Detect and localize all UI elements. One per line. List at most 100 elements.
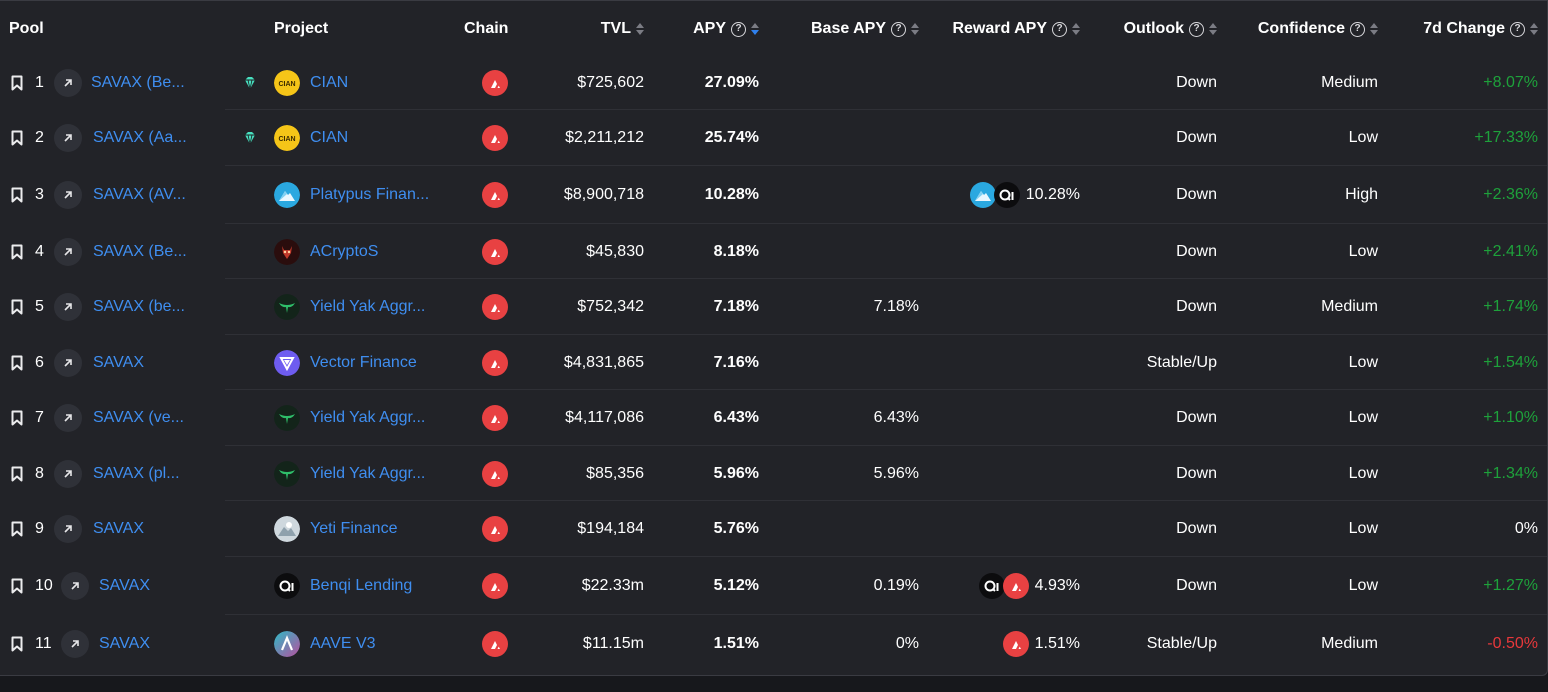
- project-link[interactable]: ACryptoS: [310, 242, 379, 260]
- pool-link[interactable]: SAVAX (Be...: [91, 73, 185, 91]
- pool-link[interactable]: SAVAX (AV...: [93, 186, 186, 203]
- avalanche-chain-icon: [482, 335, 508, 390]
- header-confidence[interactable]: Confidence?: [1258, 1, 1378, 57]
- external-link-icon[interactable]: [61, 615, 89, 673]
- reward-apy-value: 1.51%: [1034, 635, 1080, 652]
- help-icon[interactable]: ?: [1350, 21, 1365, 37]
- table-row[interactable]: 7 SAVAX (ve... Yield Yak Aggr... $4,117,086…: [0, 390, 1547, 446]
- project-link[interactable]: CIAN: [310, 129, 349, 146]
- avalanche-chain-icon: [482, 166, 508, 224]
- header-base-apy[interactable]: Base APY?: [811, 1, 919, 57]
- header-apy[interactable]: APY?: [693, 1, 759, 57]
- bookmark-icon[interactable]: [11, 224, 23, 279]
- avalanche-chain-icon: [482, 224, 508, 279]
- project-link[interactable]: AAVE V3: [310, 635, 376, 652]
- sort-icon[interactable]: [1072, 23, 1080, 35]
- pool-link[interactable]: SAVAX: [99, 635, 150, 652]
- external-link-icon[interactable]: [54, 110, 82, 166]
- external-link-icon[interactable]: [54, 390, 82, 446]
- project-cell[interactable]: CIAN CIAN: [274, 110, 348, 166]
- pool-link[interactable]: SAVAX: [93, 353, 144, 371]
- aave-logo: [274, 631, 300, 657]
- table-row[interactable]: 10 SAVAX Benqi Lending $22.33m 5.12% 0.19% 4.9…: [0, 557, 1547, 615]
- avalanche-chain-icon: [482, 390, 508, 446]
- sort-icon[interactable]: [751, 23, 759, 35]
- pool-link[interactable]: SAVAX: [93, 520, 144, 537]
- project-cell[interactable]: CIAN CIAN: [274, 55, 348, 110]
- table-row[interactable]: 6 SAVAX Vector Finance $4,831,865 7.16% Stabl…: [0, 335, 1547, 390]
- table-row[interactable]: 2 SAVAX (Aa... CIAN CIAN $2,211,212 25.74% Dow…: [0, 110, 1547, 166]
- bookmark-icon[interactable]: [11, 55, 23, 110]
- project-link[interactable]: Yeti Finance: [310, 520, 398, 537]
- project-cell[interactable]: Yield Yak Aggr...: [274, 446, 425, 501]
- help-icon[interactable]: ?: [1052, 21, 1067, 37]
- sort-icon[interactable]: [1370, 23, 1378, 35]
- external-link-icon[interactable]: [54, 279, 82, 335]
- bookmark-icon[interactable]: [11, 390, 23, 446]
- project-cell[interactable]: ACryptoS: [274, 224, 378, 279]
- table-row[interactable]: 5 SAVAX (be... Yield Yak Aggr... $752,342 7.…: [0, 279, 1547, 335]
- bookmark-icon[interactable]: [11, 446, 23, 501]
- bookmark-icon[interactable]: [11, 501, 23, 557]
- external-link-icon[interactable]: [54, 166, 82, 224]
- project-link[interactable]: Yield Yak Aggr...: [310, 298, 426, 315]
- pool-link[interactable]: SAVAX (be...: [93, 298, 185, 315]
- project-cell[interactable]: Benqi Lending: [274, 557, 412, 615]
- bookmark-icon[interactable]: [11, 166, 23, 224]
- header-tvl[interactable]: TVL: [601, 1, 644, 57]
- avalanche-chain-icon: [482, 557, 508, 615]
- table-row[interactable]: 11 SAVAX AAVE V3 $11.15m 1.51% 0% 1.51% Stable/…: [0, 615, 1547, 673]
- project-cell[interactable]: Yield Yak Aggr...: [274, 390, 425, 446]
- pool-link[interactable]: SAVAX (ve...: [93, 409, 184, 426]
- table-row[interactable]: 1 SAVAX (Be... CIAN CIAN $725,602 27.09% Down M…: [0, 55, 1547, 110]
- pool-link[interactable]: SAVAX: [99, 577, 150, 594]
- bookmark-icon[interactable]: [11, 335, 23, 390]
- help-icon[interactable]: ?: [891, 21, 906, 37]
- table-row[interactable]: 9 SAVAX Yeti Finance $194,184 5.76% Down Low 0%: [0, 501, 1547, 557]
- project-link[interactable]: Yield Yak Aggr...: [310, 464, 426, 482]
- external-link-icon[interactable]: [54, 501, 82, 557]
- table-row[interactable]: 3 SAVAX (AV... Platypus Finan... $8,900,718…: [0, 166, 1547, 224]
- bookmark-icon[interactable]: [11, 279, 23, 335]
- external-link-icon[interactable]: [54, 446, 82, 501]
- header-7d-change[interactable]: 7d Change?: [1423, 1, 1538, 57]
- help-icon[interactable]: ?: [1510, 21, 1525, 37]
- project-cell[interactable]: Vector Finance: [274, 335, 417, 390]
- sort-icon[interactable]: [911, 23, 919, 35]
- outlook-value: Down: [1176, 73, 1217, 91]
- project-link[interactable]: CIAN: [310, 73, 349, 91]
- help-icon[interactable]: ?: [731, 21, 746, 37]
- bookmark-icon[interactable]: [11, 110, 23, 166]
- pool-link[interactable]: SAVAX (Aa...: [93, 129, 187, 146]
- bookmark-icon[interactable]: [11, 615, 23, 673]
- table-row[interactable]: 4 SAVAX (Be... ACryptoS $45,830 8.18% Down Low…: [0, 224, 1547, 279]
- base-apy-value: 5.96%: [873, 464, 919, 482]
- project-cell[interactable]: Yield Yak Aggr...: [274, 279, 425, 335]
- page-background: [0, 676, 1548, 692]
- sort-icon[interactable]: [1530, 23, 1538, 35]
- apy-value: 25.74%: [704, 129, 759, 146]
- sort-icon[interactable]: [636, 23, 644, 35]
- project-link[interactable]: Yield Yak Aggr...: [310, 409, 426, 426]
- project-link[interactable]: Vector Finance: [310, 353, 417, 371]
- project-cell[interactable]: Yeti Finance: [274, 501, 397, 557]
- bookmark-icon[interactable]: [11, 557, 23, 615]
- avax-token-icon: [1002, 631, 1029, 657]
- table-row[interactable]: 8 SAVAX (pl... Yield Yak Aggr... $85,356 5.9…: [0, 446, 1547, 501]
- header-reward-apy[interactable]: Reward APY?: [952, 1, 1080, 57]
- project-link[interactable]: Platypus Finan...: [310, 186, 430, 203]
- external-link-icon[interactable]: [54, 224, 82, 279]
- external-link-icon[interactable]: [54, 55, 82, 110]
- sort-icon[interactable]: [1209, 23, 1217, 35]
- external-link-icon[interactable]: [61, 557, 89, 615]
- header-outlook[interactable]: Outlook?: [1124, 1, 1217, 57]
- pool-link[interactable]: SAVAX (Be...: [93, 242, 187, 260]
- confidence-value: Low: [1348, 242, 1378, 260]
- avax-token-icon: [1002, 573, 1029, 599]
- pool-link[interactable]: SAVAX (pl...: [93, 464, 180, 482]
- help-icon[interactable]: ?: [1189, 21, 1204, 37]
- project-link[interactable]: Benqi Lending: [310, 577, 413, 594]
- project-cell[interactable]: AAVE V3: [274, 615, 376, 673]
- external-link-icon[interactable]: [54, 335, 82, 390]
- project-cell[interactable]: Platypus Finan...: [274, 166, 429, 224]
